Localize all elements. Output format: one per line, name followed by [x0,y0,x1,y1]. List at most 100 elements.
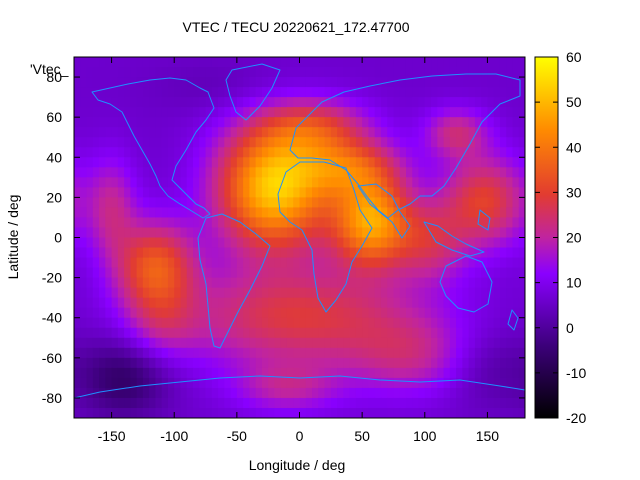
heatmap-cell [136,377,144,389]
heatmap-cell [481,77,489,88]
heatmap-cell [149,277,157,289]
heatmap-cell [92,407,100,418]
heatmap-cell [387,167,395,178]
heatmap-cell [136,57,144,68]
heatmap-cell [337,387,344,399]
heatmap-cell [161,237,169,249]
heatmap-cell [286,137,294,148]
heatmap-cell [405,287,413,299]
heatmap-cell [193,77,200,88]
heatmap-cell [136,307,144,319]
heatmap-cell [518,187,525,198]
heatmap-cell [199,397,207,409]
heatmap-cell [380,207,388,219]
y-tick-label: 40 [46,149,62,165]
heatmap-cell [92,177,100,188]
heatmap-cell [418,267,426,279]
heatmap-cell [86,397,94,409]
heatmap-cell [330,217,338,229]
heatmap-cell [456,147,463,158]
heatmap-cell [268,337,276,349]
heatmap-cell [261,147,269,158]
heatmap-cell [324,57,332,68]
heatmap-cell [312,377,319,389]
heatmap-cell [318,137,326,148]
heatmap-cell [474,137,482,148]
heatmap-cell [105,197,113,209]
heatmap-cell [418,117,426,128]
heatmap-cell [456,107,463,118]
heatmap-cell [161,347,169,359]
heatmap-cell [393,77,401,88]
heatmap-cell [142,77,150,88]
heatmap-cell [305,117,313,128]
heatmap-cell [199,317,207,329]
heatmap-cell [337,177,344,188]
heatmap-cell [443,337,451,349]
heatmap-cell [274,177,282,188]
heatmap-cell [368,137,376,148]
heatmap-cell [387,297,395,309]
heatmap-cell [349,247,357,259]
heatmap-cell [286,327,294,339]
heatmap-cell [161,197,169,209]
heatmap-cell [211,377,219,389]
heatmap-cell [481,297,489,309]
heatmap-cell [230,97,238,108]
heatmap-cell [449,237,457,249]
heatmap-cell [474,367,482,379]
heatmap-cell [362,277,369,289]
heatmap-cell [236,257,244,269]
heatmap-cell [462,157,470,168]
heatmap-cell [99,97,106,108]
heatmap-cell [418,277,426,289]
heatmap-cell [230,287,238,299]
heatmap-cell [280,357,288,369]
heatmap-cell [349,97,357,108]
heatmap-cell [380,347,388,359]
heatmap-cell [174,187,182,198]
heatmap-cell [318,187,326,198]
heatmap-cell [111,317,119,329]
heatmap-cell [324,87,332,98]
heatmap-cell [506,127,514,138]
heatmap-cell [193,247,200,259]
heatmap-cell [462,257,470,269]
heatmap-cell [431,377,438,389]
heatmap-cell [305,387,313,399]
heatmap-cell [92,297,100,309]
heatmap-cell [337,167,344,178]
heatmap-cell [124,387,131,399]
heatmap-cell [343,257,351,269]
heatmap-cell [149,237,157,249]
heatmap-cell [218,67,225,78]
heatmap-cell [117,327,125,339]
heatmap-cell [92,87,100,98]
heatmap-cell [211,337,219,349]
heatmap-cell [243,407,250,418]
heatmap-cell [318,387,326,399]
heatmap-cell [211,387,219,399]
heatmap-cell [211,157,219,168]
heatmap-cell [86,177,94,188]
heatmap-cell [393,137,401,148]
heatmap-cell [180,127,188,138]
heatmap-cell [468,247,476,259]
heatmap-cell [481,217,489,229]
heatmap-cell [493,97,501,108]
heatmap-cell [105,397,113,409]
heatmap-cell [355,117,363,128]
heatmap-cell [224,337,232,349]
heatmap-cell [487,87,495,98]
heatmap-cell [136,367,144,379]
heatmap-cell [230,107,238,118]
heatmap-cell [249,187,257,198]
heatmap-cell [512,77,520,88]
heatmap-cell [443,117,451,128]
heatmap-cell [155,297,163,309]
heatmap-cell [124,167,131,178]
heatmap-cell [412,357,420,369]
heatmap-cell [280,327,288,339]
heatmap-cell [355,277,363,289]
heatmap-cell [211,57,219,68]
